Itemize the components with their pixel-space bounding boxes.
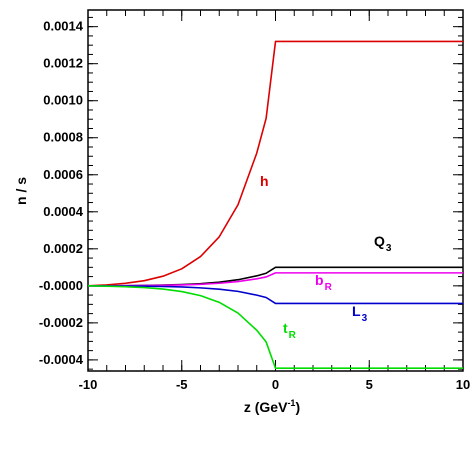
y-tick-label: 0.0012: [43, 56, 83, 71]
series-label-l3: L3: [352, 303, 368, 324]
y-tick-label: 0.0002: [43, 241, 83, 256]
y-tick-label: -0.0002: [39, 315, 83, 330]
x-axis-title-close: ): [295, 399, 300, 415]
x-axis-title-sup: -1: [287, 398, 295, 408]
series-label-h: h: [260, 173, 269, 189]
series-line-h: [87, 40, 463, 287]
y-tick-label: 0.0004: [43, 204, 84, 219]
y-tick-label: 0.0006: [43, 167, 83, 182]
y-axis-ticks: -0.0004 -0.0002 -0.0000 0.0002 0.0004 0.0006 0…: [39, 16, 463, 370]
series-line-q3: [87, 266, 463, 287]
y-tick-label: 0.0014: [43, 19, 84, 34]
series-labels: h Q3 bR L3 tR: [260, 173, 392, 341]
plot-frame: [87, 9, 464, 372]
y-tick-label: -0.0004: [39, 352, 84, 367]
x-tick-label: 0: [272, 377, 279, 392]
series-line-tr: [87, 285, 463, 370]
series-line-br: [87, 272, 463, 287]
series-label-br: bR: [315, 272, 333, 293]
x-tick-label: -10: [79, 377, 98, 392]
x-axis-title: z (GeV-1): [244, 398, 300, 415]
series-lines: [87, 40, 463, 370]
y-axis-title: n / s: [13, 177, 29, 205]
x-tick-label: 10: [456, 377, 470, 392]
y-tick-label: 0.0010: [43, 93, 83, 108]
x-tick-label: 5: [366, 377, 373, 392]
x-tick-label: -5: [176, 377, 188, 392]
y-tick-label: -0.0000: [39, 278, 83, 293]
y-tick-label: 0.0008: [43, 130, 83, 145]
x-axis-title-main: z (GeV: [244, 399, 288, 415]
x-axis-ticks: -10 -5 0 5 10: [79, 10, 470, 392]
series-label-q3: Q3: [374, 233, 392, 254]
series-line-l3: [87, 285, 463, 305]
series-label-tr: tR: [283, 320, 297, 341]
